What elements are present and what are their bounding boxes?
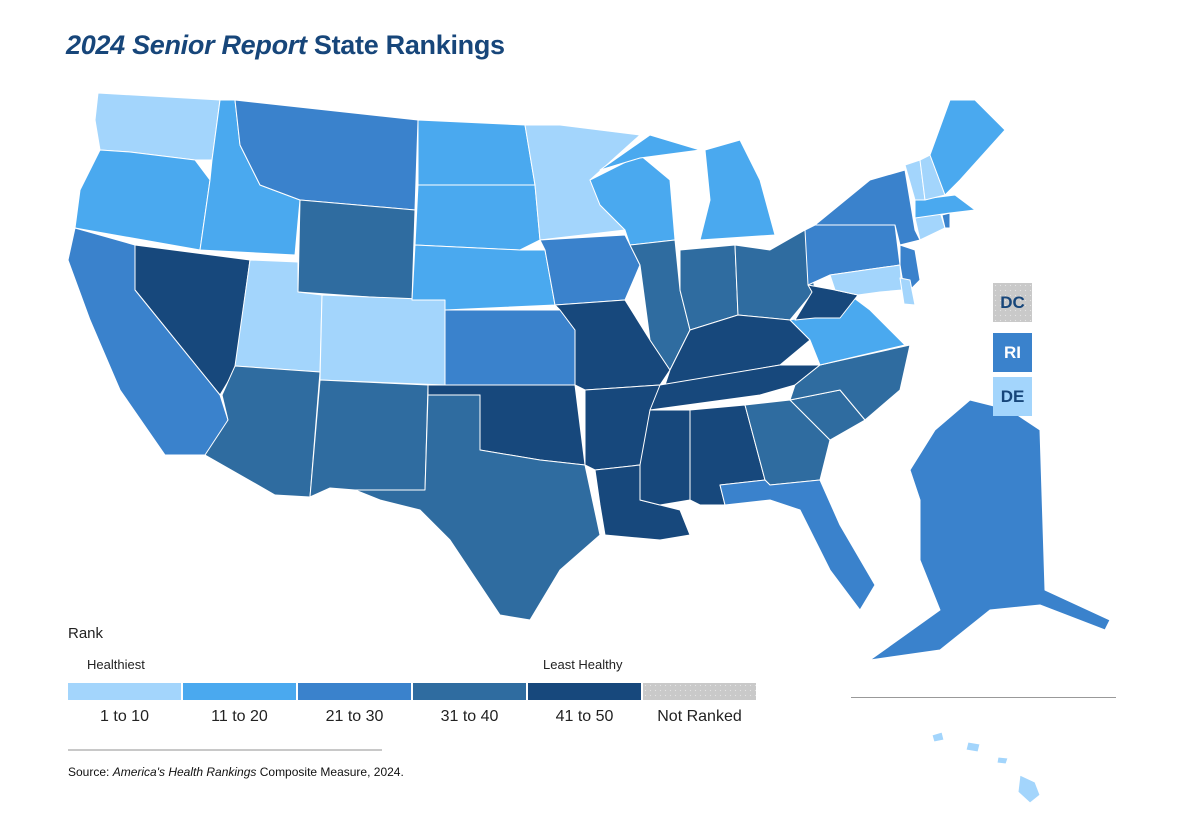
source-suffix: Composite Measure, 2024. — [256, 765, 404, 779]
state-mi[interactable] — [699, 139, 776, 241]
source-prefix: Source: — [68, 765, 113, 779]
state-tx[interactable] — [354, 394, 601, 621]
inset-ri[interactable]: RI — [993, 333, 1032, 372]
state-sd[interactable] — [414, 184, 541, 251]
state-ak[interactable] — [869, 399, 1111, 661]
source-note: Source: America's Health Rankings Compos… — [68, 765, 404, 779]
state-me[interactable] — [929, 99, 1006, 196]
legend-swatch-41-50 — [528, 683, 641, 700]
inset-ri-label: RI — [1004, 342, 1021, 362]
state-fl[interactable] — [719, 479, 876, 611]
legend-title: Rank — [68, 625, 104, 642]
legend-label: 11 to 20 — [211, 708, 268, 725]
legend-label: 21 to 30 — [325, 708, 384, 725]
state-hi[interactable] — [931, 731, 945, 743]
legend-label: Not Ranked — [657, 708, 742, 725]
legend-label: 41 to 50 — [555, 708, 614, 725]
state-hi[interactable] — [965, 741, 981, 753]
state-wy[interactable] — [297, 199, 416, 301]
state-wa[interactable] — [94, 92, 221, 161]
inset-de-label: DE — [1000, 386, 1025, 406]
legend-label: 31 to 40 — [440, 708, 499, 725]
legend-bar — [68, 683, 756, 700]
state-ks[interactable] — [444, 309, 576, 386]
state-md[interactable] — [829, 264, 903, 296]
legend-least-healthy: Least Healthy — [543, 657, 623, 672]
title-regular: State Rankings — [313, 30, 505, 60]
inset-dc-label: DC — [1000, 292, 1025, 312]
inset-dc[interactable]: DC — [993, 283, 1032, 322]
state-ms[interactable] — [639, 409, 691, 506]
state-ny[interactable] — [814, 169, 921, 246]
legend-swatch-1-10 — [68, 683, 181, 700]
state-co[interactable] — [319, 294, 446, 386]
state-ne[interactable] — [411, 244, 556, 311]
state-nd[interactable] — [417, 119, 536, 186]
state-hi[interactable] — [996, 756, 1009, 765]
divider — [68, 749, 382, 751]
inset-divider — [851, 697, 1116, 698]
legend-swatch-21-30 — [298, 683, 411, 700]
legend-swatch-11-20 — [183, 683, 296, 700]
state-az[interactable] — [204, 365, 321, 498]
legend-swatch-31-40 — [413, 683, 526, 700]
legend-swatch-not-ranked — [643, 683, 756, 700]
state-mi[interactable] — [599, 134, 701, 171]
page-title: 2024 Senior Report State Rankings — [66, 30, 505, 61]
inset-de[interactable]: DE — [993, 377, 1032, 416]
state-hi[interactable] — [1017, 774, 1041, 804]
legend-healthiest: Healthiest — [87, 657, 145, 672]
state-ma[interactable] — [914, 194, 976, 219]
state-nm[interactable] — [309, 379, 429, 498]
source-italic: America's Health Rankings — [112, 765, 257, 779]
state-de[interactable] — [899, 277, 916, 306]
legend-label: 1 to 10 — [100, 708, 149, 725]
title-italic: 2024 Senior Report — [66, 30, 307, 60]
state-nc[interactable] — [789, 344, 911, 421]
state-ia[interactable] — [539, 234, 641, 306]
